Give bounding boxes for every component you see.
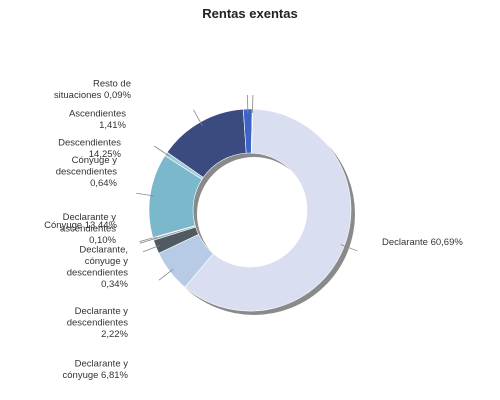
slice-label-line: 14,25%	[89, 149, 122, 160]
slice-label-line: 0,10%	[89, 235, 116, 246]
leader-line	[193, 109, 203, 126]
slice-label-line: Resto de	[93, 79, 131, 90]
slice-label: Cónyuge 13,44%	[44, 220, 117, 231]
slice-label-line: Cónyuge y	[72, 155, 118, 166]
leader-line	[136, 192, 155, 197]
leader-line	[340, 244, 358, 252]
leader-line	[154, 145, 170, 157]
slice-label-line: 0,34%	[101, 279, 128, 290]
slice-label-line: Ascendientes	[69, 109, 126, 120]
slice-label-line: descendientes	[67, 268, 129, 279]
slice-label: Declarante y descendientes 2,22%	[67, 306, 129, 340]
slice-label: Ascendientes 1,41%	[69, 109, 127, 132]
slice-label: Declarante, cónyuge y descendientes 0,34%	[67, 245, 129, 291]
slice-label-line: Declarante y	[75, 306, 129, 317]
chart-title: Rentas exentas	[202, 6, 298, 21]
slice-label-line: Cónyuge 13,44%	[44, 220, 117, 231]
slice-label-line: cónyuge y	[85, 256, 129, 267]
slice-label: Resto de situaciones 0,09%	[54, 79, 132, 102]
slice-label-line: situaciones 0,09%	[54, 90, 132, 101]
leader-line	[139, 237, 158, 244]
slice-label-line: 2,22%	[101, 329, 128, 340]
slice-label-line: Declarante,	[79, 245, 128, 256]
leader-line	[142, 244, 160, 253]
donut-slice	[184, 108, 352, 312]
slice-label: Declarante 60,69%	[382, 237, 463, 248]
slice-label-line: Descendientes	[58, 138, 121, 149]
slice-label: Declarante y cónyuge 6,81%	[63, 359, 129, 382]
slice-label-line: 1,41%	[99, 120, 126, 131]
slice-label: Cónyuge y descendientes 0,64%	[56, 155, 118, 189]
slice-label-line: cónyuge 6,81%	[63, 370, 129, 381]
leader-line	[158, 268, 174, 281]
slice-label-line: ascendientes	[60, 224, 116, 235]
slice-label: Declarante y ascendientes 0,10%	[60, 212, 117, 246]
slice-label-line: descendientes	[56, 167, 118, 178]
leader-line	[139, 236, 157, 243]
slice-label-line: Declarante y	[75, 359, 129, 370]
slice-label-line: descendientes	[67, 318, 129, 329]
slice-label-line: 0,64%	[90, 178, 117, 189]
slice-label: Descendientes 14,25%	[58, 138, 121, 161]
slice-label-line: Declarante 60,69%	[382, 237, 463, 248]
slice-label-line: Declarante y	[63, 212, 117, 223]
